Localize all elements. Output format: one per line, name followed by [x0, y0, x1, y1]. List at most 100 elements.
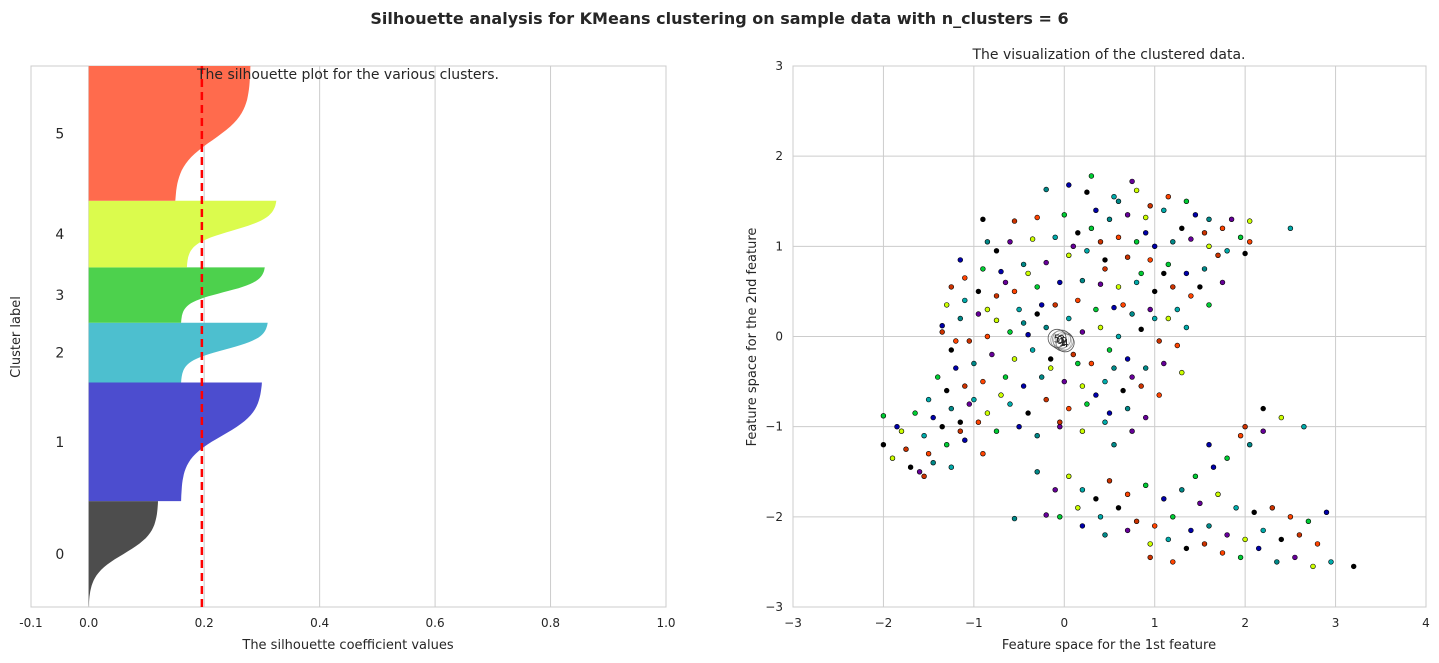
scatter-point — [984, 239, 991, 245]
scatter-point — [1170, 559, 1176, 565]
scatter-point — [1147, 541, 1153, 547]
scatter-point — [962, 275, 968, 281]
scatter-point — [975, 419, 982, 425]
scatter-point — [1215, 491, 1221, 497]
scatter-point — [880, 442, 887, 448]
scatter-point — [898, 428, 905, 434]
scatter-point — [1066, 315, 1072, 322]
scatter-point — [1151, 315, 1158, 322]
scatter-point — [1174, 306, 1181, 313]
scatter-point — [921, 433, 927, 439]
scatter-point — [993, 428, 1000, 434]
scatter-point — [1093, 207, 1099, 214]
scatter-point — [1170, 239, 1176, 245]
figure-suptitle: Silhouette analysis for KMeans clusterin… — [370, 9, 1068, 28]
scatter-point — [1170, 284, 1176, 290]
scatter-point — [1156, 338, 1162, 344]
scatter-point — [1287, 225, 1294, 232]
scatter-point — [1206, 442, 1212, 448]
scatter-point — [1025, 332, 1031, 338]
scatter-point — [1138, 270, 1144, 277]
scatter-point — [1111, 365, 1117, 371]
cluster-center-label: 1 — [1059, 336, 1066, 349]
scatter-point — [1219, 279, 1226, 286]
scatter-point — [1147, 554, 1153, 561]
scatter-point — [1106, 410, 1113, 416]
scatter-point — [1183, 270, 1190, 277]
scatter-y-tick-label: −2 — [765, 510, 783, 524]
scatter-point — [1206, 523, 1212, 529]
silhouette-fill-cluster-4 — [88, 200, 277, 268]
scatter-point — [894, 424, 900, 430]
scatter-point — [1224, 455, 1230, 461]
scatter-point — [1075, 360, 1081, 367]
scatter-point — [889, 455, 896, 461]
scatter-point — [1188, 527, 1194, 534]
scatter-point — [1237, 554, 1244, 561]
scatter-point — [1007, 401, 1013, 407]
scatter-point — [1274, 559, 1280, 565]
scatter-point — [1165, 194, 1172, 200]
scatter-point — [1147, 306, 1153, 313]
scatter-point — [984, 306, 991, 313]
scatter-point — [1079, 428, 1086, 434]
scatter-point — [1246, 442, 1253, 448]
scatter-point — [1120, 387, 1126, 394]
scatter-point — [1142, 365, 1149, 371]
scatter-point — [1102, 266, 1108, 272]
scatter-point — [1011, 288, 1018, 295]
scatter-point — [1301, 424, 1307, 430]
scatter-point — [1115, 234, 1122, 241]
scatter-point — [1206, 216, 1212, 223]
scatter-y-tick-label: 1 — [775, 239, 783, 253]
scatter-point — [1115, 198, 1122, 205]
scatter-point — [1206, 243, 1212, 250]
scatter-point — [1174, 342, 1181, 349]
scatter-point — [943, 442, 950, 448]
cluster-label-3: 3 — [55, 288, 64, 304]
silhouette-x-axis-label: The silhouette coefficient values — [241, 638, 453, 653]
scatter-point — [1057, 419, 1063, 425]
scatter-points — [880, 173, 1357, 570]
scatter-point — [1147, 257, 1153, 263]
cluster-label-4: 4 — [55, 227, 64, 243]
scatter-point — [1260, 527, 1266, 534]
scatter-point — [971, 360, 977, 367]
scatter-point — [1029, 236, 1036, 242]
scatter-y-tick-label: 0 — [775, 330, 783, 344]
scatter-point — [1314, 541, 1321, 547]
silhouette-fill-cluster-0 — [88, 501, 158, 607]
scatter-point — [1183, 545, 1190, 552]
scatter-point — [1151, 288, 1158, 295]
scatter-point — [1020, 261, 1027, 268]
scatter-x-tick-labels: −3 −2 −1 0 1 2 3 4 — [784, 616, 1430, 630]
scatter-point — [1129, 374, 1135, 380]
scatter-point — [1138, 326, 1144, 332]
scatter-point — [916, 469, 923, 475]
scatter-point — [1142, 214, 1149, 221]
silhouette-fill-cluster-1 — [88, 382, 262, 502]
scatter-point — [1079, 329, 1086, 335]
scatter-point — [1111, 442, 1117, 448]
scatter-point — [1246, 218, 1253, 224]
scatter-point — [1047, 365, 1054, 371]
scatter-point — [1079, 383, 1086, 389]
scatter-point — [975, 311, 982, 317]
scatter-point — [1020, 320, 1027, 326]
scatter-point — [1161, 496, 1167, 502]
scatter-point — [957, 315, 963, 322]
scatter-plot-title: The visualization of the clustered data. — [972, 47, 1246, 63]
scatter-point — [1142, 482, 1149, 488]
scatter-point — [1043, 324, 1049, 331]
scatter-point — [1115, 284, 1122, 290]
scatter-point — [1016, 306, 1022, 313]
scatter-point — [907, 464, 914, 470]
scatter-point — [1183, 324, 1190, 331]
silhouette-x-tick-label: 1.0 — [656, 616, 675, 630]
scatter-point — [980, 216, 986, 223]
scatter-point — [1165, 261, 1172, 268]
scatter-y-axis-label: Feature space for the 2nd feature — [745, 228, 760, 447]
scatter-point — [1278, 536, 1285, 543]
scatter-point — [1188, 236, 1194, 242]
scatter-point — [1151, 243, 1158, 250]
